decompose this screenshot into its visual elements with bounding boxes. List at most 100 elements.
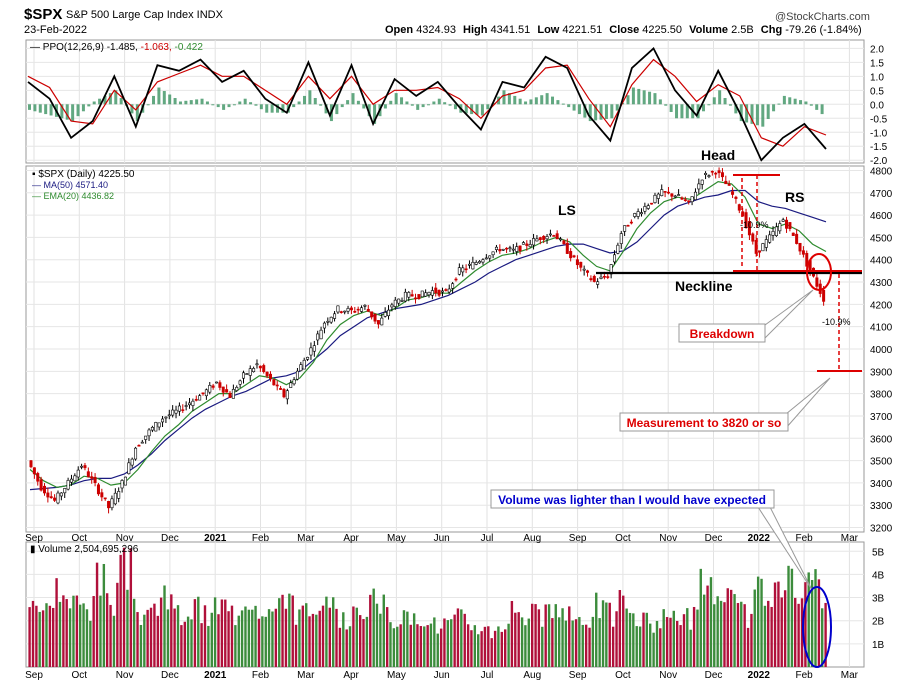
ppo-histogram-bar	[437, 98, 441, 105]
volume-bar	[733, 594, 736, 667]
candle-body	[221, 386, 225, 393]
ppo-histogram-bar	[766, 104, 770, 119]
volume-bar	[702, 594, 706, 667]
candle-body	[63, 488, 67, 494]
ppo-histogram-bar	[189, 100, 193, 105]
volume-bar	[736, 603, 740, 667]
ppo-histogram-bar	[76, 104, 80, 117]
ppo-histogram-bar	[346, 100, 350, 105]
candle-body	[231, 389, 235, 399]
volume-bar	[723, 602, 726, 667]
volume-bar	[102, 563, 106, 667]
price-tick-label: 4400	[870, 256, 893, 267]
candle-body	[171, 409, 175, 416]
candle-body	[113, 492, 117, 505]
volume-bar	[490, 638, 493, 667]
candle-body	[245, 373, 249, 375]
candle-body	[174, 409, 178, 414]
volume-bar	[105, 593, 109, 667]
volume-bar	[132, 598, 136, 667]
ppo-histogram-bar	[276, 104, 280, 113]
candle-body	[96, 484, 100, 495]
candle-body	[629, 221, 633, 224]
candle-body	[538, 237, 542, 240]
ppo-histogram-bar	[502, 90, 506, 105]
ppo-histogram-bar	[734, 104, 738, 114]
candle-body	[697, 183, 701, 190]
volume-bar	[126, 589, 129, 667]
ppo-histogram-bar	[49, 104, 53, 116]
candle-body	[569, 251, 573, 259]
ppo-histogram-bar	[610, 104, 614, 119]
price-legend-ema20: — EMA(20) 4436.82	[32, 191, 114, 201]
ppo-histogram-bar	[540, 95, 544, 105]
candle-body	[127, 462, 131, 475]
candle-body	[619, 233, 623, 244]
volume-bar	[480, 631, 483, 667]
candle-body	[225, 389, 229, 393]
ppo-histogram-bar	[545, 93, 549, 105]
candle-body	[393, 299, 397, 307]
candle-body	[275, 384, 279, 387]
volume-bar	[460, 609, 463, 667]
candle-body	[90, 476, 94, 479]
price-x-label: Nov	[659, 533, 677, 544]
stat-high-label: High	[463, 24, 488, 36]
candle-body	[559, 238, 563, 241]
candle-body	[181, 409, 185, 411]
ppo-histogram-bar	[701, 104, 705, 112]
price-legend-ma50: — MA(50) 4571.40	[32, 180, 108, 190]
volume-bar	[149, 607, 153, 667]
volume-bar	[514, 612, 517, 667]
volume-bar	[301, 605, 305, 667]
volume-bar	[325, 596, 328, 667]
volume-bar	[743, 604, 746, 667]
volume-bar	[362, 619, 365, 667]
volume-bar	[237, 615, 240, 667]
candle-body	[582, 268, 586, 271]
candle-body	[781, 219, 785, 222]
ppo-histogram-bar	[680, 104, 684, 119]
candle-body	[565, 242, 569, 254]
candle-body	[643, 206, 647, 212]
candle-body	[670, 193, 674, 197]
candle-body	[39, 479, 43, 491]
candle-body	[606, 276, 610, 278]
candle-body	[471, 261, 475, 270]
candle-body	[592, 275, 596, 282]
ppo-histogram-bar	[453, 104, 457, 110]
candle-body	[134, 447, 138, 460]
candle-body	[535, 238, 539, 242]
candle-body	[788, 222, 792, 230]
volume-bar	[38, 611, 41, 667]
ppo-histogram-bar	[33, 104, 37, 112]
candle-body	[427, 291, 431, 296]
price-tick-label: 3700	[870, 412, 893, 423]
candle-body	[505, 247, 509, 250]
ppo-histogram-bar	[518, 98, 522, 105]
candle-body	[430, 290, 434, 296]
volume-bar	[278, 598, 281, 667]
candle-body	[228, 392, 232, 399]
price-tick-label: 4500	[870, 233, 893, 244]
candle-body	[555, 233, 559, 240]
candle-body	[454, 278, 458, 281]
ppo-histogram-bar	[205, 101, 209, 105]
ppo-histogram-bar	[599, 104, 603, 120]
ppo-histogram-bar	[394, 93, 398, 105]
candle-body	[700, 179, 704, 185]
callout-breakdown: Breakdown	[690, 327, 755, 341]
ppo-histogram-bar	[777, 103, 781, 105]
candle-body	[545, 236, 549, 240]
candle-body	[737, 204, 741, 211]
volume-bar	[294, 624, 298, 667]
ppo-histogram-bar	[297, 101, 301, 105]
volume-bar	[183, 621, 187, 667]
candle-body	[292, 379, 296, 385]
volume-bar	[446, 620, 450, 667]
candle-body	[130, 458, 134, 466]
volume-bar	[136, 612, 139, 667]
ppo-histogram-bar	[427, 104, 430, 106]
ppo-histogram-bar	[157, 87, 161, 105]
stat-volume-value: 2.5B	[731, 24, 754, 36]
